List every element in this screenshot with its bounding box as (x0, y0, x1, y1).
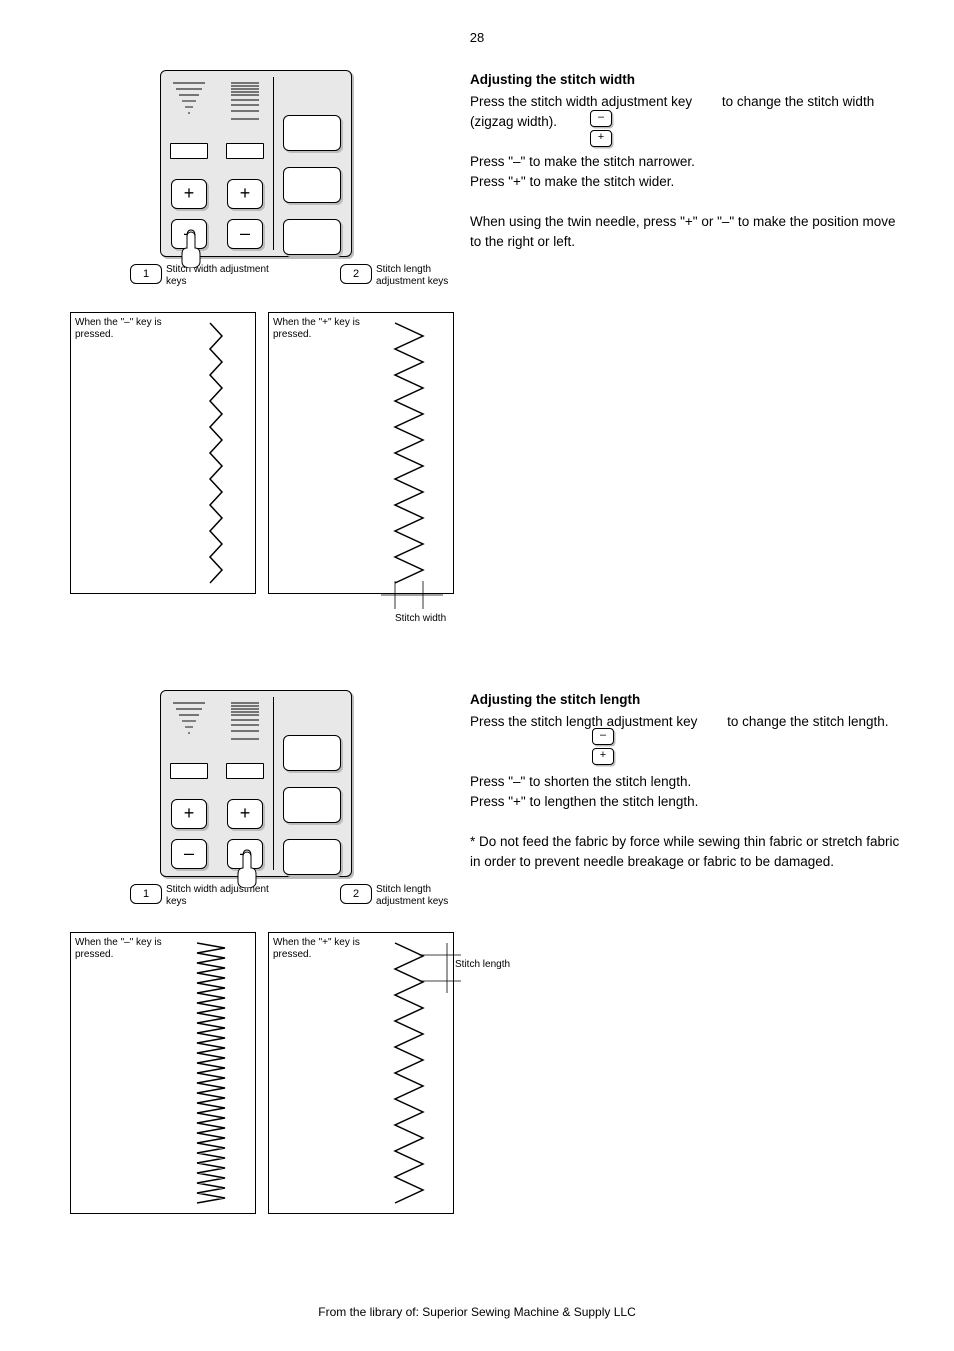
finger-icon (178, 228, 204, 268)
mode-button-2[interactable] (283, 787, 341, 823)
callout-stitch-length: Stitch length (455, 959, 575, 971)
length-minus-button[interactable]: – (227, 219, 263, 249)
para-length-1b: to change the stitch length. (727, 714, 888, 729)
para-width-1: Press the stitch width adjustment key to… (470, 92, 910, 131)
panel-label-length: 2 Stitch length adjustment keys (340, 884, 480, 907)
para-length-1a: Press the stitch length adjustment key (470, 714, 701, 729)
width-minus-button[interactable]: – (171, 839, 207, 869)
length-display (226, 763, 264, 779)
minus-key-icon: – (590, 110, 612, 127)
mode-button-3[interactable] (283, 219, 341, 255)
para-width-3: When using the twin needle, press "+" or… (470, 212, 910, 251)
length-plus-button[interactable]: + (227, 799, 263, 829)
stitch-length-icon (225, 699, 265, 747)
mode-button-2[interactable] (283, 167, 341, 203)
panel-label-length-num: 2 (340, 264, 372, 284)
panel-label-width-num: 1 (130, 884, 162, 904)
para-width-1a: Press the stitch width adjustment key (470, 94, 696, 109)
panel-label-length-text: Stitch length adjustment keys (376, 884, 480, 907)
width-plus-button[interactable]: + (171, 179, 207, 209)
inline-keys-width: – + (590, 110, 610, 144)
finger-icon (234, 848, 260, 888)
zigzag-narrow-icon (71, 313, 255, 593)
sample-length-short-label: When the "–" key is pressed. (75, 937, 195, 960)
width-plus-button[interactable]: + (171, 799, 207, 829)
sample-length-short: When the "–" key is pressed. (70, 932, 256, 1214)
plus-key-icon: + (590, 130, 612, 147)
para-length-2: Press "–" to shorten the stitch length. … (470, 772, 910, 811)
zigzag-wide-icon (269, 313, 489, 623)
width-display (170, 763, 208, 779)
stitch-width-icon (169, 79, 209, 127)
sample-width-wide-label: When the "+" key is pressed. (273, 317, 393, 340)
para-width-2: Press "–" to make the stitch narrower. P… (470, 152, 910, 191)
sample-length-long-label: When the "+" key is pressed. (273, 937, 393, 960)
page-number: 28 (470, 30, 484, 45)
sample-length-long: When the "+" key is pressed. Stitch leng… (268, 932, 454, 1214)
sample-width-narrow-label: When the "–" key is pressed. (75, 317, 195, 340)
mode-button-1[interactable] (283, 115, 341, 151)
width-display (170, 143, 208, 159)
panel-label-length-text: Stitch length adjustment keys (376, 264, 480, 287)
para-length-3: * Do not feed the fabric by force while … (470, 832, 910, 871)
panel-label-length: 2 Stitch length adjustment keys (340, 264, 480, 287)
zigzag-short-icon (71, 933, 255, 1213)
minus-key-icon: – (592, 728, 614, 745)
inline-keys-length: – + (592, 728, 612, 762)
stitch-width-icon (169, 699, 209, 747)
heading-width: Adjusting the stitch width (470, 70, 910, 90)
callout-stitch-width: Stitch width (395, 613, 515, 625)
length-display (226, 143, 264, 159)
mode-button-1[interactable] (283, 735, 341, 771)
heading-length: Adjusting the stitch length (470, 690, 910, 710)
panel-label-length-num: 2 (340, 884, 372, 904)
zigzag-long-icon (269, 933, 489, 1223)
panel-label-width-num: 1 (130, 264, 162, 284)
page-footer: From the library of: Superior Sewing Mac… (0, 1305, 954, 1319)
length-plus-button[interactable]: + (227, 179, 263, 209)
mode-button-3[interactable] (283, 839, 341, 875)
sample-width-wide: When the "+" key is pressed. Stitch widt… (268, 312, 454, 594)
plus-key-icon: + (592, 748, 614, 765)
stitch-length-icon (225, 79, 265, 127)
para-length-1: Press the stitch length adjustment key t… (470, 712, 910, 732)
sample-width-narrow: When the "–" key is pressed. (70, 312, 256, 594)
